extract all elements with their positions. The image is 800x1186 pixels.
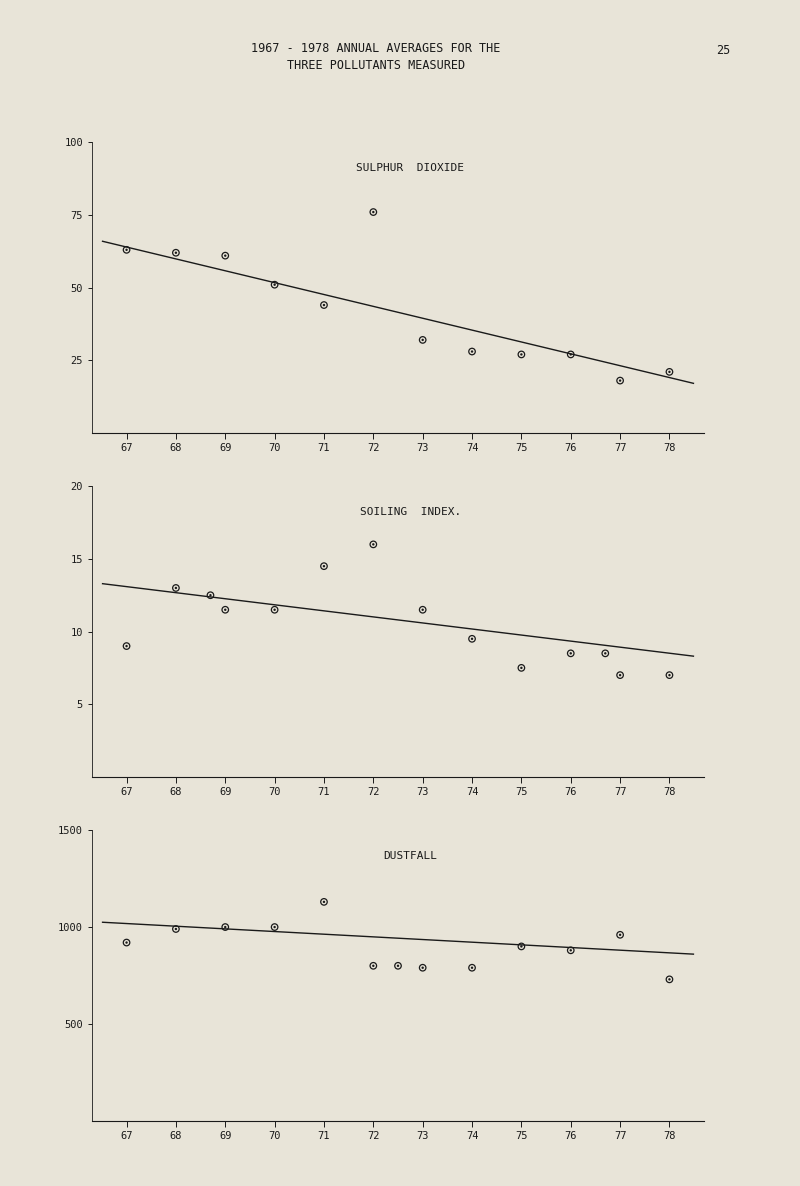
- Point: [219, 247, 232, 266]
- Point: [170, 919, 182, 938]
- Point: [515, 937, 528, 956]
- Point: [416, 331, 429, 350]
- Point: [466, 342, 478, 361]
- Point: [268, 275, 281, 294]
- Point: [367, 956, 380, 975]
- Point: [318, 295, 330, 314]
- Point: [204, 586, 217, 605]
- Point: [614, 665, 626, 684]
- Point: [515, 937, 528, 956]
- Text: SOILING  INDEX.: SOILING INDEX.: [360, 506, 461, 517]
- Point: [515, 345, 528, 364]
- Point: [120, 933, 133, 952]
- Point: [564, 644, 577, 663]
- Point: [663, 363, 676, 382]
- Point: [564, 345, 577, 364]
- Point: [367, 535, 380, 554]
- Point: [367, 203, 380, 222]
- Point: [204, 586, 217, 605]
- Point: [170, 579, 182, 598]
- Point: [170, 243, 182, 262]
- Point: [268, 600, 281, 619]
- Point: [663, 970, 676, 989]
- Point: [466, 958, 478, 977]
- Text: 1967 - 1978 ANNUAL AVERAGES FOR THE: 1967 - 1978 ANNUAL AVERAGES FOR THE: [251, 42, 501, 55]
- Point: [120, 637, 133, 656]
- Point: [367, 535, 380, 554]
- Point: [663, 665, 676, 684]
- Point: [614, 925, 626, 944]
- Point: [219, 600, 232, 619]
- Text: THREE POLLUTANTS MEASURED: THREE POLLUTANTS MEASURED: [287, 59, 465, 72]
- Point: [219, 600, 232, 619]
- Point: [219, 247, 232, 266]
- Point: [614, 925, 626, 944]
- Point: [599, 644, 612, 663]
- Point: [416, 331, 429, 350]
- Point: [564, 644, 577, 663]
- Point: [515, 658, 528, 677]
- Point: [564, 345, 577, 364]
- Point: [515, 345, 528, 364]
- Point: [268, 275, 281, 294]
- Point: [318, 892, 330, 911]
- Point: [120, 241, 133, 260]
- Point: [564, 940, 577, 959]
- Point: [170, 579, 182, 598]
- Point: [318, 556, 330, 575]
- Point: [416, 600, 429, 619]
- Point: [466, 630, 478, 649]
- Point: [120, 241, 133, 260]
- Point: [614, 371, 626, 390]
- Point: [663, 363, 676, 382]
- Point: [599, 644, 612, 663]
- Point: [416, 600, 429, 619]
- Point: [614, 665, 626, 684]
- Point: [416, 958, 429, 977]
- Text: 25: 25: [716, 44, 730, 57]
- Point: [318, 556, 330, 575]
- Point: [170, 919, 182, 938]
- Point: [466, 342, 478, 361]
- Point: [614, 371, 626, 390]
- Point: [318, 892, 330, 911]
- Point: [268, 918, 281, 937]
- Point: [663, 970, 676, 989]
- Text: DUSTFALL: DUSTFALL: [383, 850, 438, 861]
- Point: [268, 918, 281, 937]
- Point: [219, 918, 232, 937]
- Point: [120, 933, 133, 952]
- Point: [416, 958, 429, 977]
- Point: [392, 956, 404, 975]
- Point: [466, 958, 478, 977]
- Point: [515, 658, 528, 677]
- Point: [392, 956, 404, 975]
- Point: [367, 956, 380, 975]
- Point: [268, 600, 281, 619]
- Point: [120, 637, 133, 656]
- Point: [170, 243, 182, 262]
- Text: SULPHUR  DIOXIDE: SULPHUR DIOXIDE: [356, 162, 464, 173]
- Point: [663, 665, 676, 684]
- Point: [466, 630, 478, 649]
- Point: [564, 940, 577, 959]
- Point: [318, 295, 330, 314]
- Point: [219, 918, 232, 937]
- Point: [367, 203, 380, 222]
